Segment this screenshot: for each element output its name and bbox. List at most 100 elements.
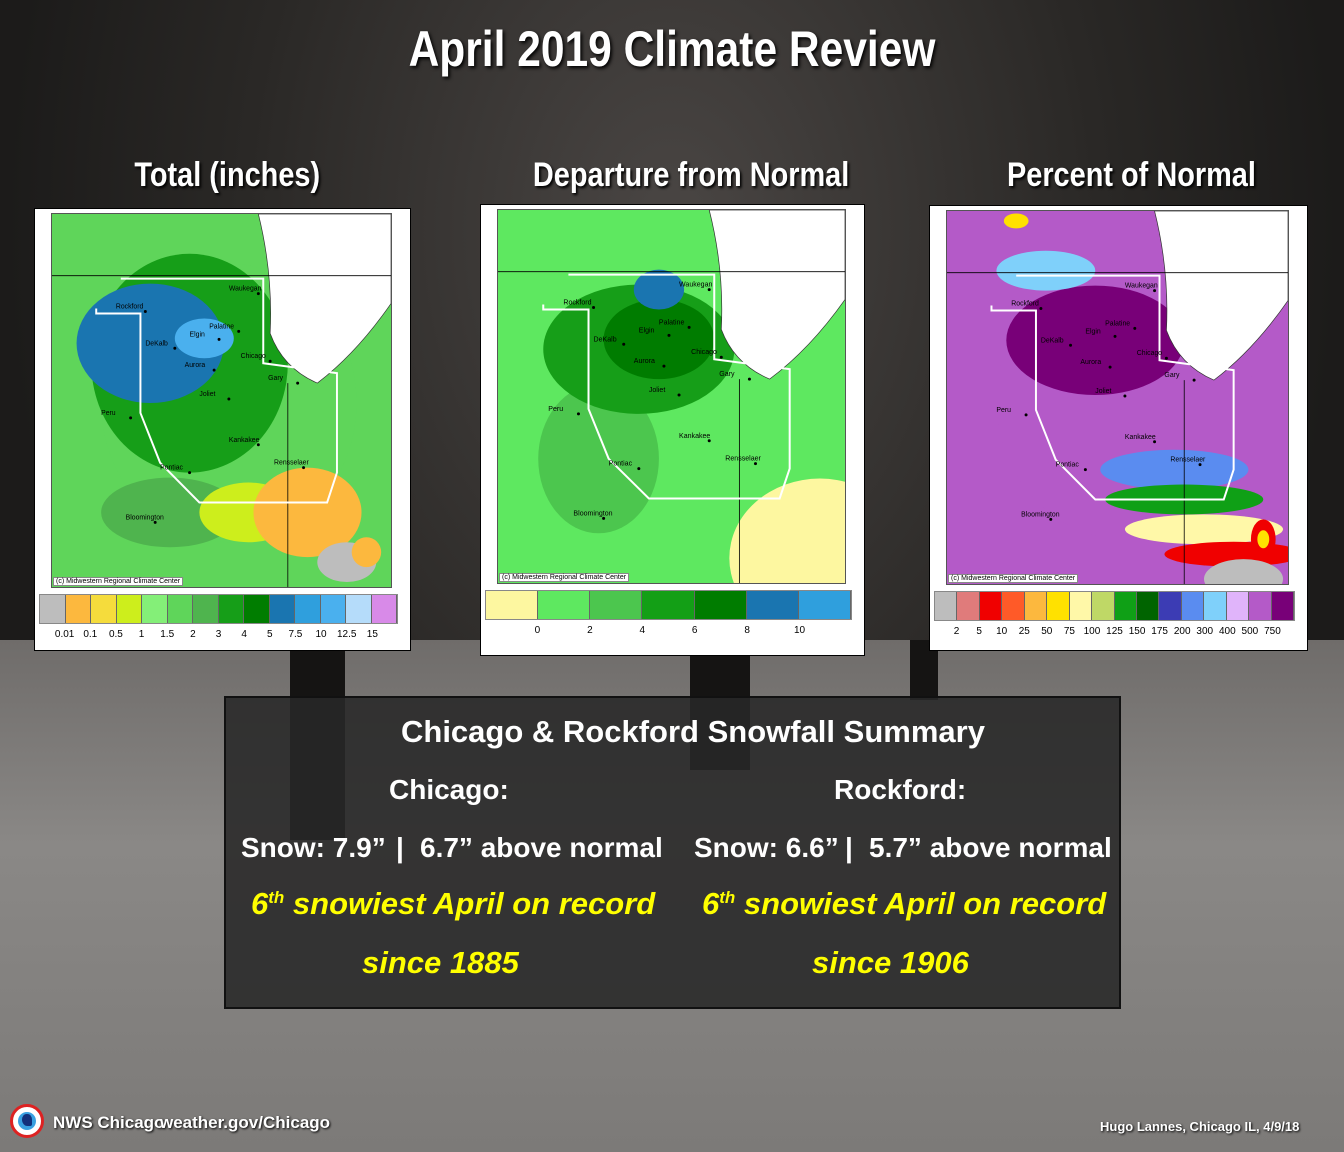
city-label: Pontiac	[160, 465, 183, 472]
contour-region	[1257, 530, 1270, 549]
rockford-separator: |	[845, 832, 853, 863]
legend-tick: 0.1	[83, 629, 98, 640]
cwa-boundary	[542, 273, 791, 500]
legend-swatch	[746, 591, 799, 619]
lake-michigan	[708, 210, 845, 380]
city-label: DeKalb	[1041, 337, 1064, 344]
legend-swatch	[957, 592, 980, 620]
legend-swatch	[116, 595, 142, 623]
legend-tick: 750	[1264, 626, 1281, 637]
legend-tick: 75	[1063, 626, 1075, 637]
total-map-panel: Rockford Waukegan Palatine Elgin DeKalb Chica…	[34, 208, 411, 651]
chicago-rank-suffix: th	[268, 887, 285, 907]
city-label: Bloomington	[573, 510, 612, 517]
legend-tick: 5	[267, 629, 273, 640]
legend-tick: 100	[1083, 626, 1101, 637]
city-label: Aurora	[1080, 359, 1101, 366]
legend-tick: 15	[366, 629, 378, 640]
city-label: Rockford	[116, 303, 144, 310]
legend-swatch	[371, 595, 397, 623]
city-label: Gary	[719, 371, 735, 378]
legend-swatch	[40, 595, 66, 623]
contour-region	[633, 269, 685, 310]
legend-swatch	[142, 595, 168, 623]
city-label: DeKalb	[145, 340, 168, 347]
legend-tick: 10	[315, 629, 327, 640]
legend-swatch	[1204, 592, 1227, 620]
city-label: Peru	[101, 410, 116, 417]
contour-region	[1124, 514, 1284, 545]
city-label: Rockford	[563, 300, 591, 307]
legend-tick: 400	[1218, 626, 1236, 637]
legend-tick: 0	[534, 625, 541, 636]
lake-michigan	[1154, 211, 1288, 381]
footer-author: Hugo Lannes, Chicago IL, 4/9/18	[1100, 1119, 1300, 1134]
footer-url[interactable]: weather.gov/Chicago	[160, 1113, 331, 1132]
legend-tick: 1.5	[160, 629, 175, 640]
city-label: Rockford	[1011, 300, 1039, 307]
city-label: Peru	[996, 407, 1011, 414]
map-credit: (c) Midwestern Regional Climate Center	[499, 573, 630, 582]
city-label: Kankakee	[679, 433, 710, 440]
legend-swatch	[91, 595, 117, 623]
city-label: Rensselaer	[1170, 457, 1206, 464]
city-label: Joliet	[649, 387, 665, 394]
legend-swatch	[167, 595, 193, 623]
legend-tick: 25	[1018, 626, 1030, 637]
legend-tick: 2	[953, 626, 960, 637]
contour-region	[253, 467, 362, 558]
legend-swatch	[320, 595, 346, 623]
city-label: Pontiac	[609, 461, 633, 468]
city-label: Waukegan	[679, 282, 712, 289]
legend-swatch	[1092, 592, 1115, 620]
city-label: Gary	[268, 375, 283, 382]
rockford-since: since 1906	[812, 945, 969, 980]
legend-swatch	[979, 592, 1003, 620]
departure-map-panel: Rockford Waukegan Palatine Elgin DeKalb Chica…	[480, 204, 865, 656]
legend-swatch	[642, 591, 695, 619]
city-label: Aurora	[185, 362, 206, 369]
legend-tick: 10	[794, 625, 806, 636]
legend-swatch	[295, 595, 321, 623]
legend-tick: 3	[215, 629, 222, 640]
contour-region	[1003, 213, 1029, 229]
map-credit: (c) Midwestern Regional Climate Center	[53, 577, 184, 586]
city-label: Gary	[1164, 372, 1180, 379]
panel-title-departure: Departure from Normal	[532, 156, 850, 194]
contour-region	[996, 250, 1096, 291]
contour-region	[174, 318, 234, 359]
percent-map-panel: Rockford Waukegan Palatine Elgin DeKalb Chica…	[929, 205, 1308, 651]
legend-tick: 12.5	[336, 629, 357, 640]
city-label: Aurora	[634, 358, 655, 365]
legend-swatch	[538, 591, 591, 619]
city-label: Chicago	[1137, 350, 1163, 357]
legend-swatch	[486, 591, 539, 619]
legend-swatch	[244, 595, 270, 623]
contour-region	[1006, 285, 1185, 396]
city-label: Kankakee	[229, 437, 260, 444]
summary-heading: Chicago & Rockford Snowfall Summary	[401, 714, 985, 749]
contour-region	[603, 299, 715, 380]
legend-tick: 0.01	[54, 629, 75, 640]
map-image: Rockford Waukegan Palatine Elgin DeKalb Chica…	[497, 209, 846, 584]
page-title: April 2019 Climate Review	[408, 21, 936, 77]
contour-region	[538, 384, 659, 534]
legend-swatch	[193, 595, 219, 623]
legend-tick: 6	[691, 625, 698, 636]
legend-swatch	[1159, 592, 1182, 620]
legend-tick: 300	[1196, 626, 1214, 637]
legend-tick: 175	[1151, 626, 1168, 637]
city-label: Rensselaer	[725, 456, 761, 463]
cwa-boundary	[990, 274, 1235, 501]
legend-tick: 50	[1041, 626, 1053, 637]
city-label: Pontiac	[1056, 462, 1080, 469]
chicago-above-normal: 6.7” above normal	[420, 832, 663, 863]
nws-logo-icon	[10, 1104, 44, 1138]
rockford-rank-number: 6	[702, 886, 720, 921]
city-label: Elgin	[1085, 328, 1101, 335]
chicago-since: since 1885	[362, 945, 519, 980]
map-legend	[934, 591, 1295, 621]
legend-swatch	[1181, 592, 1205, 620]
rockford-rank: 6th snowiest April on record	[702, 886, 1106, 922]
legend-swatch	[798, 591, 851, 619]
